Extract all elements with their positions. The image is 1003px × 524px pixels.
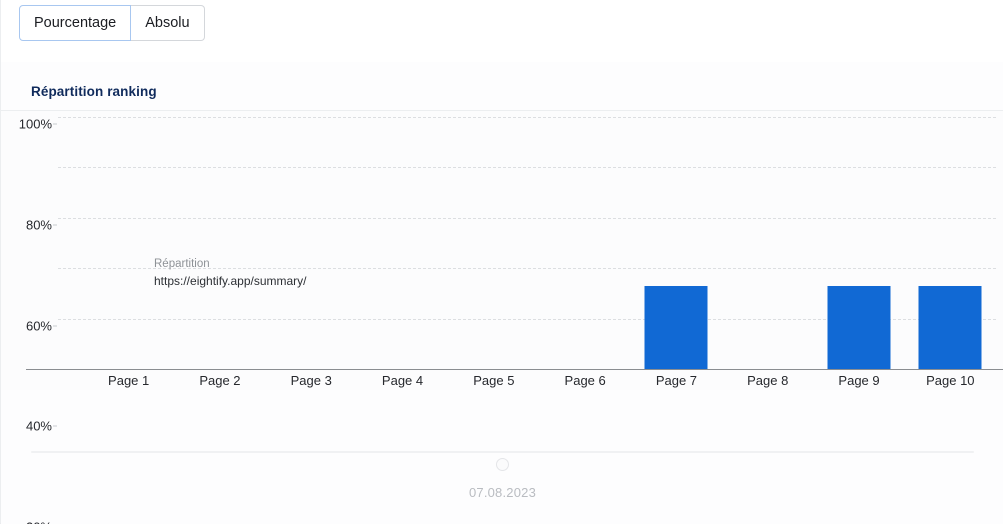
bar-slot[interactable]: Page 3: [266, 111, 357, 388]
gridline: 80%: [26, 167, 996, 232]
gridline: 100%: [19, 117, 996, 132]
y-axis-tick-label: 20%: [26, 520, 52, 524]
bar-slot[interactable]: Page 1: [83, 111, 174, 388]
bar[interactable]: [827, 285, 891, 369]
chart-card: Répartition ranking 0%20%40%60%80%100% P…: [1, 62, 1003, 524]
bar-slot[interactable]: Page 9: [813, 111, 904, 388]
x-axis-tick-label: Page 3: [290, 373, 332, 388]
x-axis-tick-label: Page 9: [838, 373, 880, 388]
y-axis-tick-mark: [53, 123, 57, 125]
gridline: 40%: [26, 268, 996, 434]
y-axis-tick-mark: [53, 325, 57, 327]
x-axis-line: [26, 369, 1003, 370]
bar-slot[interactable]: Page 8: [722, 111, 813, 388]
x-axis-tick-label: Page 4: [381, 373, 424, 388]
bar[interactable]: [918, 285, 982, 369]
bar-slot[interactable]: Page 2: [174, 111, 265, 388]
bar-slot[interactable]: Page 5: [448, 111, 539, 388]
bar-slot[interactable]: Page 10: [905, 111, 996, 388]
toggle-absolu-button[interactable]: Absolu: [131, 5, 205, 41]
y-axis-tick-label: 40%: [25, 418, 52, 434]
y-axis-tick-label: 100%: [18, 116, 52, 132]
x-axis-tick-label: Page 7: [655, 373, 698, 388]
x-axis-tick-label: Page 5: [473, 373, 515, 388]
x-axis-tick-label: Page 1: [108, 373, 150, 388]
bar[interactable]: [644, 285, 708, 369]
x-axis-tick-label: Page 10: [926, 373, 975, 388]
y-axis-tick-mark: [53, 425, 57, 427]
y-axis-tick-label: 60%: [25, 318, 52, 334]
gridline: 60%: [26, 217, 996, 333]
bar-slot[interactable]: Page 4: [357, 111, 448, 388]
slider-track[interactable]: [31, 451, 974, 471]
time-range-slider[interactable]: [1, 438, 1003, 471]
slider-handle[interactable]: [496, 458, 509, 471]
annotation-url: https://eightify.app/summary/: [154, 273, 307, 288]
x-axis-tick-label: Page 2: [199, 373, 241, 388]
x-axis-tick-label: Page 8: [747, 373, 789, 388]
bar-series: Page 1 Page 2 Page 3 Page 4 Page 5 Page 6 Page…: [58, 111, 996, 388]
selected-date-label: 07.08.2023: [468, 485, 537, 500]
chart-annotation: Répartition https://eightify.app/summary…: [154, 257, 307, 289]
display-mode-toggle-group: Pourcentage Absolu: [19, 5, 205, 41]
bar-slot[interactable]: Page 6: [540, 111, 631, 388]
x-axis-tick-label: Page 6: [564, 373, 606, 388]
chart-title: Répartition ranking: [31, 84, 157, 99]
gridline: 20%: [26, 318, 996, 524]
toggle-pourcentage-button[interactable]: Pourcentage: [19, 5, 132, 41]
bar-slot[interactable]: Page 7: [631, 111, 722, 388]
y-axis-tick-label: 80%: [25, 217, 52, 233]
y-axis-tick-mark: [53, 224, 57, 226]
annotation-label: Répartition: [154, 258, 210, 270]
